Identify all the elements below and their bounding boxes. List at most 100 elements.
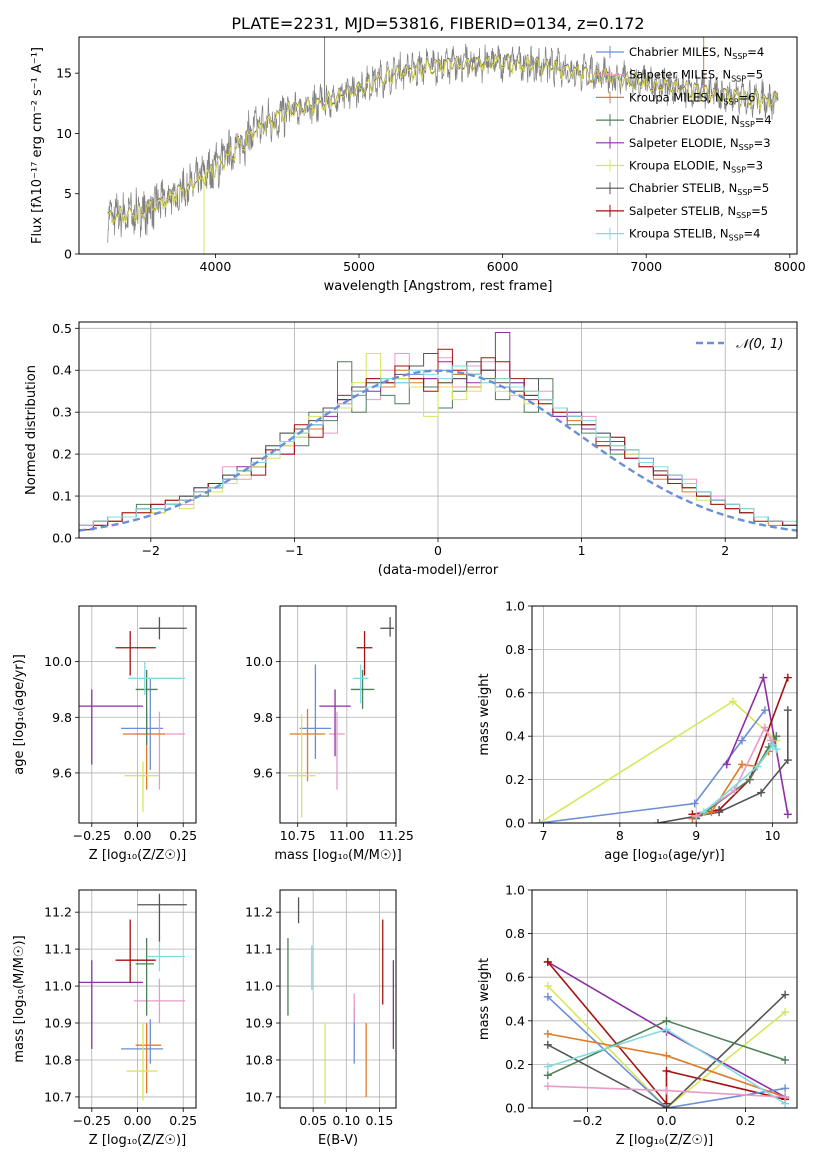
- errorbar-point-kroupa-elodie: [287, 714, 316, 818]
- plot-area-mass-vs-z: [79, 893, 187, 1101]
- x-tick-label: −0.25: [73, 1113, 111, 1128]
- y-tick-label: 1.0: [505, 883, 525, 898]
- errorbar-point-salpeter-miles: [133, 978, 186, 1024]
- y-tick-label: 0.8: [505, 642, 525, 657]
- y-tick-label: 10.7: [44, 1089, 72, 1104]
- x-tick-label: 0.25: [169, 828, 197, 843]
- y-tick-label: 1.0: [505, 599, 525, 614]
- errorbar-point-kroupa-stelib: [352, 664, 369, 704]
- errorbar-point-chabrier-stelib: [137, 893, 187, 942]
- y-axis-label: mass [log₁₀(M/M☉)]: [12, 935, 27, 1062]
- hist-legend-label: 𝒩(0, 1): [736, 337, 783, 352]
- panel-spectrum: 4000 5000 6000 7000 8000 0 5 10 15 wavelength [An…: [30, 36, 806, 294]
- gaussian-curve: [79, 369, 797, 532]
- plot-area-mass-weight-vs-z: [543, 957, 790, 1108]
- x-tick-label: 4000: [200, 259, 232, 274]
- errorbar-point-salpeter-miles: [329, 711, 345, 790]
- weight-line-chabrier-miles: [535, 706, 769, 823]
- y-tick-label: 0.4: [505, 1013, 525, 1028]
- y-tick-label: 10.8: [245, 1052, 273, 1067]
- model-spectrum-line: [107, 53, 778, 226]
- y-tick-label: 10.0: [245, 654, 273, 669]
- y-tick-label: 11.0: [44, 979, 72, 994]
- x-axis-label: Z [log₁₀(Z/Z☉)]: [89, 1133, 186, 1148]
- x-tick-label: 8000: [774, 259, 806, 274]
- y-tick-label: 0.2: [52, 447, 72, 462]
- y-tick-label: 0.1: [52, 489, 72, 504]
- panel-mass-vs-ebv: 0.05 0.10 0.15 10.7 10.8 10.9 11.0 11.1 11.2 E(B-…: [245, 889, 397, 1148]
- x-tick-label: 9: [692, 828, 700, 843]
- errorbar-point-salpeter-miles: [133, 711, 186, 790]
- x-tick-label: 5000: [343, 259, 375, 274]
- errorbar-point-chabrier-stelib: [380, 617, 395, 637]
- errorbar-point-salpeter-elodie: [79, 960, 143, 1049]
- x-axis-label: Z [log₁₀(Z/Z☉)]: [616, 1133, 713, 1148]
- errorbar-point-chabrier-miles: [121, 1019, 164, 1064]
- y-tick-label: 0.6: [505, 685, 525, 700]
- y-axis-label: Normed distribution: [24, 365, 39, 495]
- x-tick-label: 11.25: [378, 828, 414, 843]
- x-tick-label: 8: [616, 828, 624, 843]
- plot-area-residual-hist: [79, 332, 797, 538]
- y-tick-label: 10: [56, 126, 72, 141]
- weight-line-kroupa-stelib: [543, 1025, 790, 1108]
- y-tick-label: 0.8: [505, 926, 525, 941]
- y-tick-label: 0.2: [505, 772, 525, 787]
- errorbar-point-kroupa-miles: [289, 708, 326, 782]
- weight-line-salpeter-miles: [692, 723, 776, 821]
- errorbar-point-kroupa-stelib: [128, 661, 186, 696]
- y-tick-label: 0.4: [52, 363, 72, 378]
- x-tick-label: 7: [539, 828, 547, 843]
- plot-area-mass-weight-vs-age: [535, 673, 792, 823]
- y-tick-label: 0.4: [505, 729, 525, 744]
- y-axis-label: Flux [fλ10⁻¹⁷ erg cm⁻² s⁻¹ A⁻¹]: [30, 47, 45, 244]
- legend-label: Kroupa ELODIE, NSSP=3: [629, 159, 763, 175]
- legend-label: Salpeter ELODIE, NSSP=3: [629, 136, 771, 152]
- y-tick-label: 0.2: [505, 1057, 525, 1072]
- y-tick-label: 0.6: [505, 970, 525, 985]
- observed-spectrum-line: [107, 43, 779, 243]
- y-tick-label: 0.5: [52, 321, 72, 336]
- weight-line-salpeter-miles: [543, 1082, 790, 1102]
- errorbar-point-chabrier-elodie: [350, 669, 375, 709]
- y-tick-label: 10.0: [44, 654, 72, 669]
- y-tick-label: 0.3: [52, 405, 72, 420]
- x-tick-label: 0.05: [299, 1113, 327, 1128]
- legend-label: Kroupa STELIB, NSSP=4: [629, 227, 760, 243]
- x-tick-label: 10.75: [280, 828, 316, 843]
- y-tick-label: 11.2: [44, 905, 72, 920]
- panel-mass-weight-vs-z: −0.2 0.0 0.2 0.0 0.2 0.4 0.6 0.8 1.0 Z [log₁₀(Z/Z…: [477, 883, 798, 1148]
- panel-residual-hist: −2 −1 0 1 2 0.0 0.1 0.2 0.3 0.4 0.5 (data-model)/er…: [24, 321, 798, 578]
- x-tick-label: 2: [721, 543, 729, 558]
- legend-label: Kroupa MILES, NSSP=6: [629, 90, 755, 106]
- errorbar-point-kroupa-elodie: [124, 761, 160, 812]
- axes-frame: [78, 36, 798, 255]
- x-tick-label: 0.00: [124, 828, 152, 843]
- weight-line-salpeter-elodie: [722, 673, 792, 819]
- y-tick-label: 9.8: [253, 710, 273, 725]
- legend-label: Salpeter MILES, NSSP=5: [629, 68, 763, 84]
- errorbar-point-chabrier-elodie: [135, 938, 154, 1016]
- x-axis-label: Z [log₁₀(Z/Z☉)]: [89, 848, 186, 863]
- axes-frame: [279, 889, 397, 1109]
- x-tick-label: −0.2: [572, 1113, 602, 1128]
- y-tick-label: 9.8: [52, 710, 72, 725]
- x-tick-label: 6000: [487, 259, 519, 274]
- x-tick-label: 11.00: [329, 828, 365, 843]
- x-axis-label: E(B-V): [318, 1133, 358, 1148]
- axes-frame: [531, 889, 798, 1109]
- y-tick-label: 11.1: [44, 942, 72, 957]
- x-tick-label: 0.0: [657, 1113, 677, 1128]
- plot-area-age-vs-z: [79, 617, 187, 812]
- panel-mass-vs-z: −0.25 0.00 0.25 10.7 10.8 10.9 11.0 11.1 11.2 Z […: [12, 889, 197, 1148]
- panel-age-vs-mass: 10.75 11.00 11.25 9.6 9.8 10.0 mass [log₁₀(M/M…: [245, 605, 414, 863]
- x-tick-label: 10: [765, 828, 781, 843]
- plot-area-spectrum: [107, 37, 779, 254]
- errorbar-point-salpeter-stelib: [356, 631, 373, 676]
- x-axis-label: age [log₁₀(age/yr)]: [604, 848, 725, 863]
- legend-label: Chabrier STELIB, NSSP=5: [629, 181, 769, 197]
- y-tick-label: 11.1: [245, 942, 273, 957]
- weight-line-chabrier-stelib: [543, 990, 790, 1108]
- x-tick-label: 7000: [630, 259, 662, 274]
